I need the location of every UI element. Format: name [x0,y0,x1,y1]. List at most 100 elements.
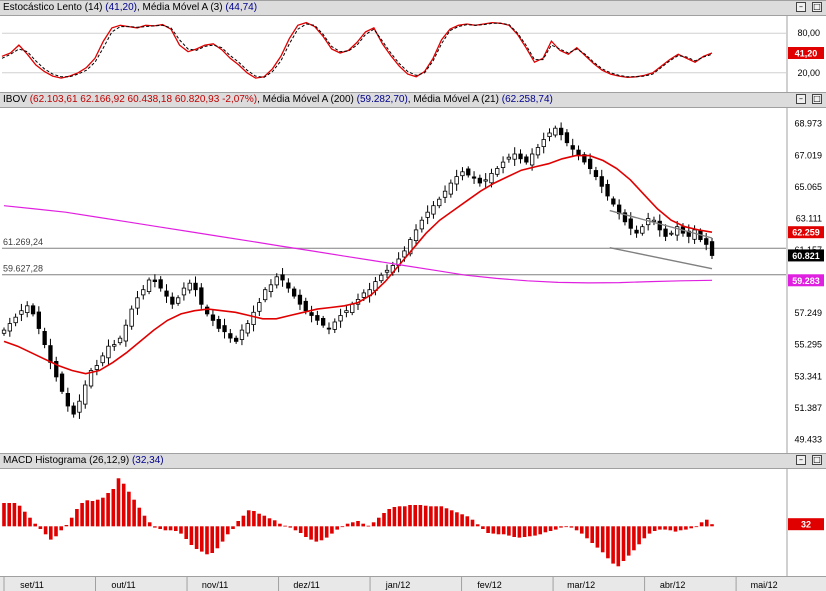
macd-bar [246,510,251,527]
candle-up [640,226,645,234]
candle-down [286,282,291,289]
macd-bar [642,526,647,539]
candle-up [448,182,454,195]
macd-bar [392,507,397,527]
candle-up [135,297,140,309]
candle-up [402,250,407,258]
candle-up [7,323,13,332]
macd-bar [59,526,63,531]
macd-bar [69,517,74,527]
candle-up [553,127,558,136]
candle-down [280,274,285,281]
macd-bar [153,526,157,528]
maximize-pane-button[interactable]: □ [812,94,822,104]
candle-up [350,303,355,313]
candle-down [48,345,53,363]
candle-down [222,325,227,333]
macd-bar [460,514,464,527]
macd-bar [142,515,147,527]
candle-down [216,318,221,329]
candle-up [181,287,187,296]
macd-bar [496,526,501,535]
time-axis-label: jan/12 [385,580,411,590]
candle-down [570,145,575,150]
ma200-value: (59.282,70) [356,94,408,105]
macd-bar [174,526,178,531]
candle-up [489,173,494,184]
macd-bar [647,526,652,534]
minimize-pane-button[interactable]: – [796,455,806,465]
macd-histogram-chart[interactable]: 32 [0,469,826,576]
maximize-pane-button[interactable]: □ [812,2,822,12]
minimize-pane-button[interactable]: – [796,2,806,12]
candle-up [379,274,384,282]
maximize-pane-button[interactable]: □ [812,455,822,465]
macd-bar [517,526,522,538]
stochastic-pane-header: Estocástico Lento (14) (41,20), Média Mó… [0,0,826,16]
macd-bar [319,526,324,541]
candle-up [1,329,7,334]
candle-up [535,147,541,156]
macd-bar [80,503,84,527]
macd-bar [278,523,282,527]
candle-up [512,153,517,160]
macd-bar [356,521,360,527]
candle-up [112,344,117,347]
macd-bar [215,526,220,549]
macd-bar [439,506,444,527]
candle-up [25,305,30,314]
macd-bar [449,510,454,527]
macd-bar [85,500,90,527]
stochastic-last-value-badge: 41,20 [795,49,818,59]
macd-bar [611,526,615,564]
macd-bar [184,526,188,539]
candle-up [123,324,128,342]
macd-bar [694,526,699,528]
ibov-ohlc: (62.103,61 62.166,92 60.438,18 60.820,93… [29,94,258,105]
macd-bar [554,526,558,530]
stochastic-title: Estocástico Lento (14) (41,20), Média Mó… [3,2,258,13]
candle-up [245,323,250,334]
macd-bar [351,522,355,527]
candle-up [274,276,279,286]
candle-up [146,279,152,293]
macd-bar [231,526,235,529]
candle-down [193,282,198,291]
macd-bar [324,526,329,538]
macd-bar [38,526,43,529]
macd-bar [257,513,261,527]
candle-up [268,284,274,293]
stochastic-tick-label: 20,00 [797,68,820,78]
macd-bar [137,507,142,527]
candle-down [42,330,47,345]
minimize-pane-button[interactable]: – [796,94,806,104]
candle-down [309,312,314,316]
macd-pane-header: MACD Histograma (26,12,9) (32,34) – □ [0,453,826,469]
macd-bar [288,526,293,528]
macd-bar [559,526,563,528]
candle-up [495,168,500,175]
macd-bar [226,526,230,535]
stochastic-chart[interactable]: 80,00 20,00 41,20 [0,16,826,92]
macd-bar [501,526,506,535]
candle-up [506,156,512,160]
macd-bar [189,526,194,545]
macd-bar [481,526,485,529]
macd-bar [293,526,298,531]
macd-bar [465,516,470,527]
candle-up [500,161,506,168]
candle-down [315,315,320,321]
macd-bar [580,526,584,534]
price-tick-label: 55.295 [794,340,822,350]
candle-down [588,158,593,170]
candle-up [175,297,181,304]
macd-bar [652,526,657,531]
candle-down [704,238,709,245]
candle-up [106,345,111,359]
macd-bar [205,526,209,555]
candle-down [593,170,599,177]
macd-bar [345,523,350,527]
ibov-price-chart[interactable]: 68.97367.01965.06563.11161.15759.20357.2… [0,108,826,453]
macd-bar [621,526,626,561]
time-axis-label: nov/11 [202,580,228,590]
